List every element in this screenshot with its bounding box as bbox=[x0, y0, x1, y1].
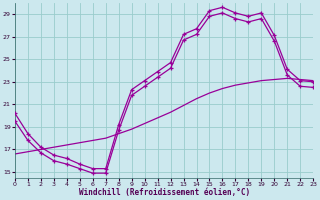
X-axis label: Windchill (Refroidissement éolien,°C): Windchill (Refroidissement éolien,°C) bbox=[78, 188, 250, 197]
